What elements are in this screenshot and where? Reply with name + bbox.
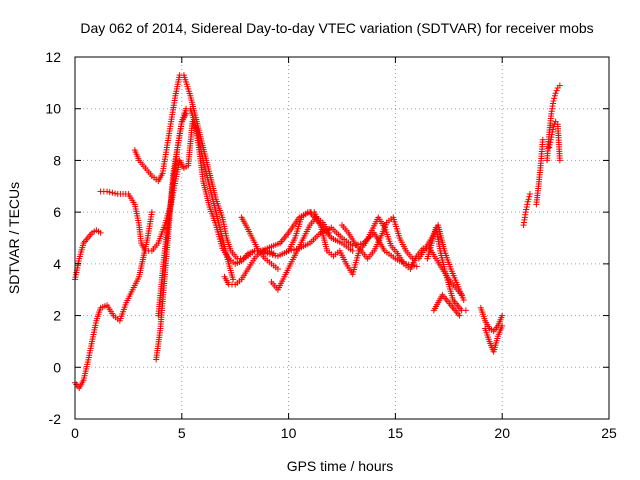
x-tick-label: 15 <box>388 425 404 441</box>
data-point-fill <box>112 190 119 197</box>
data-point <box>183 110 190 117</box>
series-pass-8 <box>238 214 281 273</box>
data-point <box>556 157 563 164</box>
data-point <box>148 209 155 216</box>
data-point <box>104 188 111 195</box>
y-tick-label: 12 <box>45 49 61 65</box>
data-point <box>524 198 531 205</box>
x-axis-label: GPS time / hours <box>287 458 394 474</box>
data-point <box>556 82 563 89</box>
series-pass-16 <box>520 191 533 229</box>
data-point <box>97 229 104 236</box>
data-marks <box>72 72 563 391</box>
series-pass-7 <box>221 247 277 288</box>
x-tick-label: 20 <box>494 425 510 441</box>
data-point <box>349 247 356 254</box>
y-tick-label: 10 <box>45 101 61 117</box>
series-pass-1 <box>72 227 104 283</box>
data-point <box>270 250 277 257</box>
y-tick-label: 2 <box>53 308 61 324</box>
y-tick-label: 4 <box>53 256 61 272</box>
data-point-fill <box>546 141 553 148</box>
y-tick-label: 8 <box>53 152 61 168</box>
y-tick-label: 6 <box>53 204 61 220</box>
y-axis-label: SDTVAR / TECUs <box>6 182 22 294</box>
data-point-fill <box>109 189 116 196</box>
data-point <box>499 312 506 319</box>
data-point-fill <box>551 92 558 99</box>
data-point <box>550 97 557 104</box>
data-point <box>456 312 463 319</box>
data-point <box>552 90 559 97</box>
data-point-fill <box>549 126 556 133</box>
data-point <box>546 144 553 151</box>
series-pass-19 <box>546 118 563 164</box>
data-point-fill <box>549 128 556 135</box>
data-point-fill <box>547 139 554 146</box>
series-pass-2 <box>72 209 155 391</box>
series-pass-11 <box>339 214 467 304</box>
series-pass-15 <box>482 322 506 355</box>
series-pass-12 <box>424 224 469 314</box>
data-point-fill <box>524 201 531 208</box>
series-pass-6 <box>155 110 190 319</box>
x-tick-label: 0 <box>71 425 79 441</box>
data-point <box>522 209 529 216</box>
data-point <box>548 134 555 141</box>
data-point-fill <box>553 87 560 94</box>
data-point-fill <box>106 189 113 196</box>
chart-title: Day 062 of 2014, Sidereal Day-to-day VTE… <box>80 20 593 36</box>
data-point-fill <box>525 196 532 203</box>
series-pass-13 <box>430 291 463 319</box>
data-point-fill <box>526 193 533 200</box>
series-pass-17 <box>533 136 546 208</box>
plot-frame <box>74 56 610 420</box>
y-tick-label: -2 <box>49 411 62 427</box>
y-tick-label: 0 <box>53 359 61 375</box>
series-pass-14 <box>477 304 506 335</box>
data-point-fill <box>523 206 530 213</box>
x-tick-label: 10 <box>281 425 297 441</box>
x-tick-label: 25 <box>601 425 617 441</box>
data-point-fill <box>357 240 364 247</box>
data-point <box>230 276 237 283</box>
x-tick-label: 5 <box>178 425 186 441</box>
data-point <box>326 229 333 236</box>
data-point <box>526 191 533 198</box>
data-point <box>460 297 467 304</box>
data-point-fill <box>547 136 554 143</box>
series-pass-18 <box>544 82 563 164</box>
axis-ticks: 0 5 10 15 20 25 -2 0 2 4 6 8 10 12 <box>45 49 617 441</box>
data-point-fill <box>548 131 555 138</box>
data-point <box>413 263 420 270</box>
data-point <box>499 322 506 329</box>
data-point <box>274 266 281 273</box>
data-point-fill <box>290 246 297 253</box>
data-point-fill <box>523 203 530 210</box>
data-point <box>462 307 469 314</box>
data-point-fill <box>551 95 558 102</box>
data-point <box>539 136 546 143</box>
